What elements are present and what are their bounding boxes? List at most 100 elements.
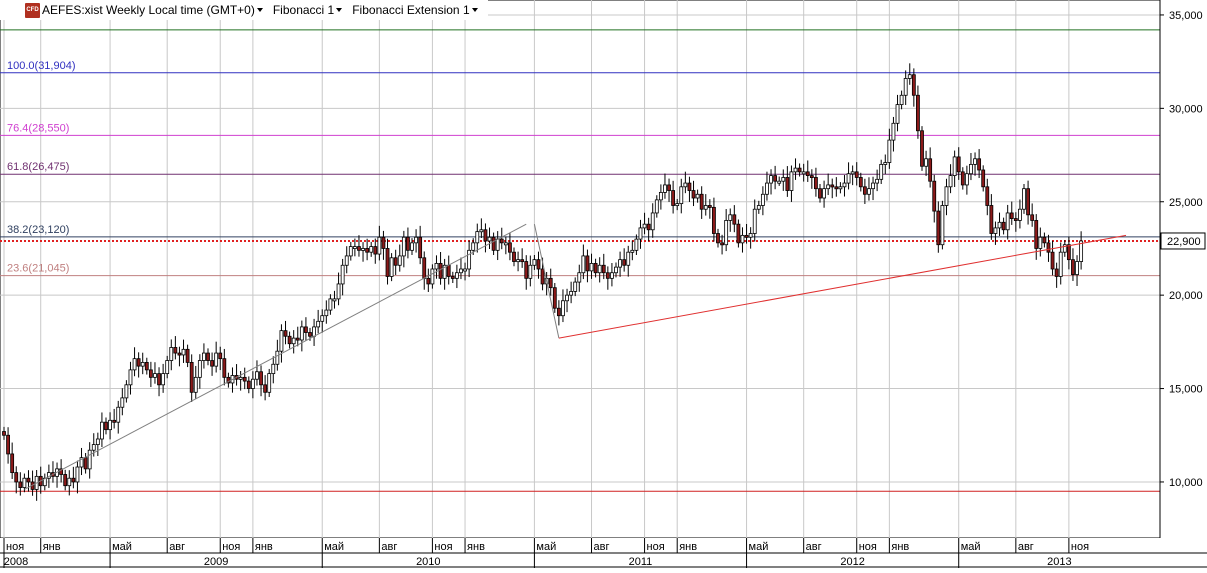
candle-body (573, 281, 578, 292)
candle-body (752, 208, 757, 234)
fibonacci-extension-menu[interactable]: Fibonacci Extension 1 (352, 3, 478, 17)
candle-body (756, 205, 761, 210)
candle-body (907, 74, 912, 79)
fib-level-label: 23.6(21,045) (7, 263, 69, 275)
candle-body (238, 376, 243, 380)
candle-body (218, 352, 223, 360)
candle-body (879, 163, 884, 180)
candle-body (393, 257, 398, 266)
candle-body (605, 272, 610, 279)
candle-body (291, 337, 296, 345)
candle-body (153, 373, 157, 378)
candle-body (928, 158, 933, 182)
candle-body (993, 227, 998, 234)
candle-body (132, 358, 137, 371)
candle-body (646, 223, 651, 231)
candle-body (1005, 212, 1010, 231)
candle-body (528, 264, 533, 279)
price-axis-tick-label: 25,000 (1169, 197, 1203, 209)
candle-body (540, 268, 545, 285)
candle-body (10, 453, 15, 474)
candle-body (1062, 244, 1067, 253)
candle-body (324, 309, 329, 317)
candle-body (438, 262, 443, 279)
candle-body (773, 175, 778, 182)
month-label: янв (891, 541, 909, 553)
year-label: 2012 (840, 556, 864, 568)
candle-body (369, 246, 374, 253)
candle-body (524, 261, 529, 279)
candle-body (948, 175, 953, 188)
candle-body (255, 371, 259, 380)
candle-body (259, 371, 263, 386)
candle-body (883, 162, 888, 165)
candle-body (104, 421, 108, 431)
month-label: янв (43, 541, 61, 553)
candle-body (414, 236, 418, 244)
candle-body (622, 259, 627, 266)
candle-body (467, 249, 472, 270)
candle-body (740, 234, 745, 244)
candle-body (626, 251, 631, 266)
candle-body (679, 186, 684, 205)
candle-body (406, 236, 410, 251)
candle-body (911, 74, 916, 96)
candle-body (667, 184, 671, 191)
candle-body (1026, 188, 1030, 216)
candle-body (561, 300, 565, 317)
candle-body (116, 406, 121, 423)
fibonacci-1-label: Fibonacci 1 (272, 3, 335, 17)
candle-body (1034, 220, 1039, 249)
candle-body (671, 190, 676, 206)
candle-body (654, 199, 659, 214)
candle-body (846, 173, 851, 184)
candle-body (1058, 251, 1063, 277)
fibonacci-1-menu[interactable]: Fibonacci 1 (272, 3, 343, 17)
candle-body (1013, 218, 1018, 221)
candle-body (283, 330, 288, 337)
month-label: авг (381, 541, 397, 553)
candle-body (124, 384, 129, 399)
candle-body (475, 231, 480, 244)
candle-body (503, 242, 508, 246)
extension-trend-line (558, 234, 1127, 339)
candle-body (454, 272, 459, 279)
chart-title-menu[interactable]: AEFES:xist Weekly Local time (GMT+0) (42, 3, 263, 17)
candle-body (193, 376, 198, 393)
candle-body (14, 472, 19, 483)
candle-body (940, 205, 945, 246)
candle-body (801, 171, 806, 175)
candle-body (1038, 236, 1043, 249)
candle-body (499, 238, 504, 244)
candle-body (536, 259, 541, 270)
candle-body (59, 468, 64, 475)
candle-body (850, 171, 855, 175)
candle-body (650, 212, 655, 231)
candle-body (426, 277, 431, 285)
month-label: авг (594, 541, 610, 553)
candle-body (899, 94, 904, 106)
candle-body (112, 419, 117, 423)
candle-body (952, 156, 957, 176)
candle-body (862, 186, 867, 195)
month-label: ноя (859, 541, 877, 553)
candle-body (597, 264, 602, 274)
candle-body (446, 264, 451, 277)
candle-body (822, 188, 826, 199)
candle-body (418, 236, 423, 259)
candle-body (463, 268, 467, 272)
candle-body (336, 283, 341, 300)
candle-body (785, 177, 790, 191)
candle-body (410, 242, 414, 251)
month-label: май (536, 541, 556, 553)
candle-body (365, 248, 370, 253)
candle-body (687, 182, 692, 191)
candle-body (271, 363, 276, 375)
candle-body (442, 264, 447, 279)
candle-body (275, 350, 280, 365)
candle-body (732, 214, 737, 225)
price-axis-tick-label: 35,000 (1169, 10, 1203, 22)
candle-body (1046, 242, 1051, 253)
